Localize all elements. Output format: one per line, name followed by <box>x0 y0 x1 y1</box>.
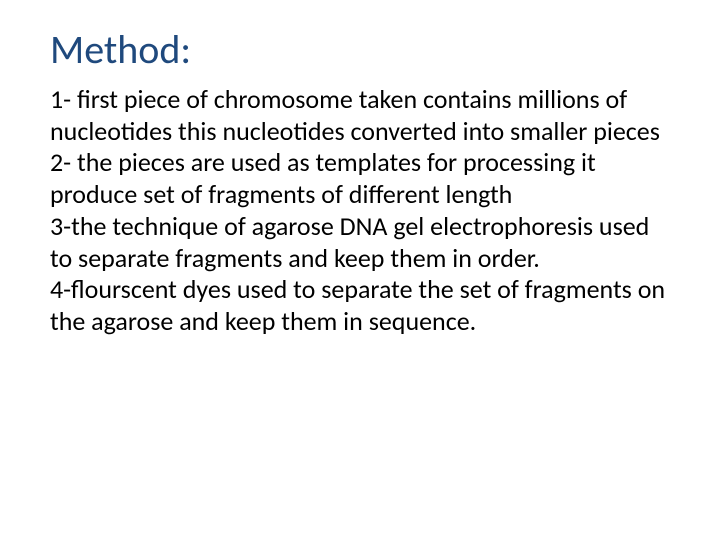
method-step-2: 2- the pieces are used as templates for … <box>50 147 670 210</box>
slide-body: 1- first piece of chromosome taken conta… <box>50 84 670 338</box>
method-step-4: 4-flourscent dyes used to separate the s… <box>50 274 670 337</box>
slide: Method: 1- first piece of chromosome tak… <box>0 0 720 540</box>
method-step-3: 3-the technique of agarose DNA gel elect… <box>50 211 670 274</box>
method-step-1: 1- first piece of chromosome taken conta… <box>50 84 670 147</box>
slide-title: Method: <box>50 28 670 72</box>
